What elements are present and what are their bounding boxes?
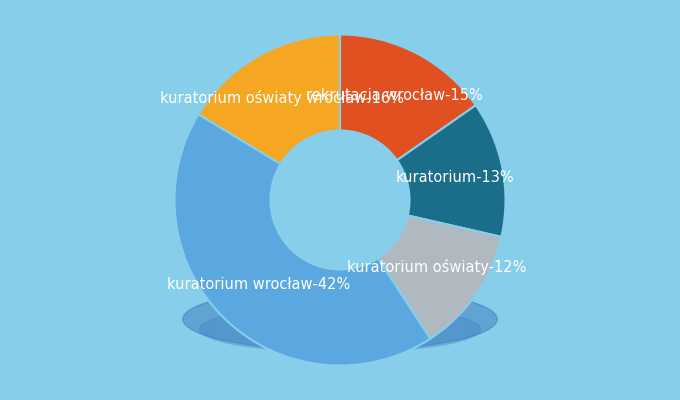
Wedge shape [378,216,501,339]
Text: kuratorium wrocław-42%: kuratorium wrocław-42% [167,277,350,292]
Ellipse shape [183,288,497,351]
Wedge shape [199,34,340,164]
Wedge shape [397,105,505,237]
Ellipse shape [199,306,481,352]
Wedge shape [175,114,430,366]
Text: rekrutacja wrocław-15%: rekrutacja wrocław-15% [306,88,483,103]
Text: kuratorium oświaty wrocław-16%: kuratorium oświaty wrocław-16% [160,90,405,106]
Text: kuratorium-13%: kuratorium-13% [396,170,515,185]
Text: kuratorium oświaty-12%: kuratorium oświaty-12% [347,259,526,275]
Wedge shape [340,34,476,160]
